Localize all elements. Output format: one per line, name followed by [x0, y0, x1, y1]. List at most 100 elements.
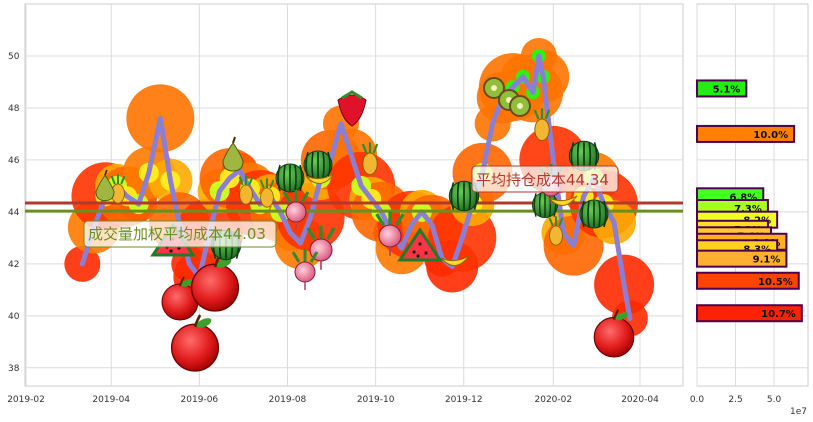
- banana-icon-body: [548, 195, 578, 206]
- avg-holding-cost-annotation: 平均持仓成本44.34: [471, 165, 619, 193]
- distribution-bar-label: 10.5%: [758, 277, 793, 288]
- watermelon-slice-icon-seed: [418, 242, 422, 246]
- watermelon-icon-stripe: [299, 164, 303, 192]
- apple-icon-leaf: [196, 318, 212, 328]
- watermelon-icon: [275, 163, 305, 193]
- apple-icon-body: [170, 323, 220, 372]
- watermelon-icon-stripe: [587, 200, 590, 228]
- watermelon-icon-stripe: [456, 182, 460, 210]
- y-tick-label: 44: [8, 208, 20, 218]
- pear-icon-body: [222, 142, 244, 172]
- pineapple-icon-body: [239, 184, 253, 205]
- watermelon-slice-icon-seed: [416, 254, 420, 258]
- banana-icon: [440, 255, 470, 266]
- pineapple-icon: [238, 175, 254, 205]
- kiwi-icon-core: [491, 85, 497, 91]
- radish-icon: [291, 250, 319, 290]
- pear-icon-stem: [232, 136, 236, 144]
- pear-icon-stem: [104, 169, 108, 176]
- x-tick-label: 2020-02: [535, 395, 573, 405]
- pineapple-icon: [110, 174, 126, 204]
- radish-icon-body: [285, 201, 307, 223]
- banana-icon: [548, 195, 578, 206]
- watermelon-icon-stripe: [294, 164, 297, 192]
- pineapple-icon-body: [260, 187, 274, 208]
- watermelon-slice-icon: [397, 227, 443, 262]
- distribution-axis-ticks: 0.0 2.5 5.0: [690, 395, 782, 405]
- strawberry-icon-body: [337, 94, 367, 127]
- watermelon-icon-stripe: [305, 151, 309, 179]
- watermelon-icon-stripe: [277, 164, 281, 192]
- pineapple-icon: [361, 142, 379, 176]
- vwap-cost-label: 成交量加权平均成本44.03: [88, 225, 266, 243]
- pineapple-icon-body: [362, 152, 378, 176]
- main-axis-ticks: 38 40 42 44 46 48 50 2019-02 2019-04 2019-06 2019-…: [7, 52, 659, 405]
- watermelon-icon-stripe: [533, 193, 537, 217]
- watermelon-icon-stripe: [603, 200, 607, 228]
- watermelon-icon-stripe: [598, 200, 601, 228]
- x-tick-label: 2019-08: [269, 395, 307, 405]
- radish-icon-body: [294, 261, 316, 283]
- apple-icon-leaf: [181, 279, 193, 287]
- distribution-bar-label: 10.0%: [753, 130, 788, 141]
- x-tick-label: 2019-06: [181, 395, 219, 405]
- apple-icon-stem: [612, 309, 620, 320]
- radish-icon: [282, 190, 310, 230]
- apple-icon-stem: [179, 276, 185, 287]
- apple-icon-body: [190, 263, 240, 312]
- apple-icon-leaf: [216, 258, 232, 268]
- watermelon-icon-stripe: [538, 193, 542, 217]
- pineapple-icon-crown: [533, 108, 551, 120]
- watermelon-icon-stripe: [327, 151, 331, 179]
- kiwi-icon: [483, 77, 505, 99]
- distribution-x-tick-label: 0.0: [690, 395, 705, 405]
- pineapple-icon: [548, 216, 564, 246]
- fruit-icon-layer: [95, 77, 635, 372]
- pear-icon-body: [95, 174, 115, 202]
- watermelon-icon-stripe: [450, 182, 455, 210]
- apple-icon: [593, 309, 635, 358]
- pear-icon: [222, 136, 244, 172]
- banana-icon: [305, 173, 335, 184]
- pear-icon: [95, 169, 115, 202]
- vwap-cost-annotation: 成交量加权平均成本44.03: [83, 220, 277, 248]
- radish-icon: [375, 211, 405, 256]
- radish-icon-leaves: [306, 225, 336, 240]
- apple-icon-body: [593, 316, 635, 358]
- watermelon-icon: [579, 199, 609, 229]
- distribution-bar-label: 5.1%: [713, 84, 741, 95]
- distribution-bar: [696, 124, 796, 143]
- watermelon-icon-stripe: [311, 151, 314, 179]
- y-tick-label: 46: [8, 156, 20, 166]
- distribution-axis-exponent: 1e7: [790, 407, 807, 417]
- distribution-bar: [696, 249, 788, 268]
- pineapple-icon-crown: [238, 175, 254, 186]
- pineapple-icon-crown: [361, 142, 379, 154]
- banana-icon-body: [305, 173, 335, 184]
- banana-icon-body: [440, 255, 470, 266]
- distribution-bar-label: 6.8%: [730, 192, 758, 203]
- y-tick-label: 42: [8, 260, 19, 270]
- x-tick-label: 2019-12: [445, 395, 483, 405]
- watermelon-icon: [448, 180, 480, 212]
- watermelon-icon-stripe: [283, 164, 286, 192]
- y-tick-label: 50: [8, 52, 20, 62]
- radish-icon-body: [378, 224, 402, 248]
- x-tick-label: 2020-04: [621, 395, 659, 405]
- distribution-x-tick-label: 5.0: [767, 395, 782, 405]
- x-tick-label: 2019-04: [92, 395, 130, 405]
- pineapple-icon-body: [534, 118, 550, 142]
- distribution-bar-label: 9.1%: [753, 255, 781, 266]
- watermelon-slice-icon-seed: [169, 249, 173, 253]
- watermelon-icon-stripe: [581, 200, 585, 228]
- pineapple-icon: [533, 108, 551, 142]
- apple-icon-stem: [193, 314, 202, 328]
- distribution-bar: [696, 79, 748, 98]
- y-tick-label: 40: [8, 312, 20, 322]
- watermelon-icon: [531, 191, 559, 219]
- pineapple-icon-crown: [259, 178, 275, 189]
- distribution-bars: 5.1%10.0%6.8%7.3%8.2%7.2%7.6%9.1%8.3%9.1…: [696, 79, 803, 323]
- distribution-bar: [696, 304, 803, 323]
- kiwi-icon-core: [517, 103, 523, 109]
- radish-icon-leaves: [375, 211, 405, 226]
